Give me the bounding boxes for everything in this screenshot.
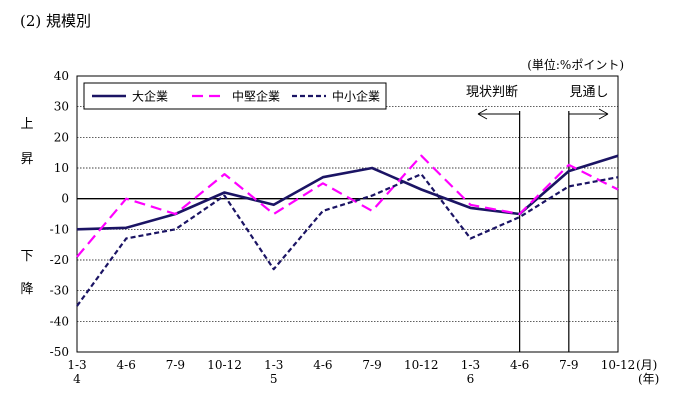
series-line-3 bbox=[76, 173, 619, 307]
y-tick-label: -50 bbox=[50, 345, 69, 359]
x-tick-label: 10-12 bbox=[207, 358, 242, 372]
y-tick-label: -30 bbox=[50, 284, 69, 298]
x-tick-labels: 1-3 4-6 7-9 10-12 1-3 4-6 7-9 10-12 1-3 4-6 7-9 10-… bbox=[67, 358, 659, 386]
x-tick-label: 4-6 bbox=[117, 358, 136, 372]
axes bbox=[76, 75, 619, 353]
x-tick-label: 10-12 bbox=[404, 358, 439, 372]
year-label: 6 bbox=[467, 372, 475, 386]
current-label: 現状判断 bbox=[466, 85, 518, 100]
y-tick-label: 10 bbox=[54, 161, 69, 175]
x-tick-label: 7-9 bbox=[166, 358, 185, 372]
x-tick-label: 4-6 bbox=[313, 358, 332, 372]
y-tick-label: 20 bbox=[54, 130, 69, 144]
x-tick-label: 7-9 bbox=[559, 358, 578, 372]
side-label-up: 昇 bbox=[20, 152, 33, 167]
year-label: 4 bbox=[73, 372, 81, 386]
year-label: 5 bbox=[270, 372, 278, 386]
outlook-arrowhead bbox=[598, 108, 609, 120]
x-tick-label: 10-12 bbox=[601, 358, 636, 372]
y-tick-label: -20 bbox=[50, 253, 69, 267]
side-label-down: 下 bbox=[20, 249, 33, 264]
y-tick-label: -40 bbox=[50, 314, 69, 328]
series-line-1 bbox=[76, 154, 619, 231]
legend-label: 大企業 bbox=[132, 89, 168, 104]
gridlines bbox=[77, 75, 618, 353]
x-tick-label: 7-9 bbox=[362, 358, 381, 372]
y-tick-label: 30 bbox=[54, 100, 69, 114]
series-line-2 bbox=[76, 154, 619, 258]
x-tick-label: 1-3 bbox=[264, 358, 283, 372]
unit-label: (単位:%ポイント) bbox=[527, 58, 624, 72]
side-label-down: 降 bbox=[20, 282, 33, 297]
outlook-label: 見通し bbox=[569, 85, 608, 100]
current-arrowhead bbox=[477, 108, 488, 120]
legend: 大企業 中堅企業 中小企業 bbox=[83, 82, 387, 110]
y-tick-label: -10 bbox=[50, 222, 69, 236]
x-tick-label: 4-6 bbox=[510, 358, 529, 372]
month-suffix: (月) bbox=[636, 358, 657, 372]
y-tick-labels: 40 30 20 10 0 -10 -20 -30 -40 -50 bbox=[50, 69, 69, 359]
page-title: (2) 規模別 bbox=[20, 12, 92, 30]
legend-label: 中堅企業 bbox=[232, 89, 280, 104]
period-annotations: 現状判断 見通し bbox=[466, 85, 609, 352]
x-tick-label: 1-3 bbox=[461, 358, 480, 372]
x-tick-label: 1-3 bbox=[67, 358, 86, 372]
y-tick-label: 40 bbox=[54, 69, 69, 83]
legend-box bbox=[83, 82, 387, 110]
plot-frame bbox=[76, 75, 619, 353]
year-suffix: (年) bbox=[638, 372, 659, 386]
legend-label: 中小企業 bbox=[332, 89, 380, 104]
y-tick-label: 0 bbox=[61, 192, 69, 206]
side-label-up: 上 bbox=[20, 117, 33, 132]
series-lines bbox=[76, 154, 619, 307]
